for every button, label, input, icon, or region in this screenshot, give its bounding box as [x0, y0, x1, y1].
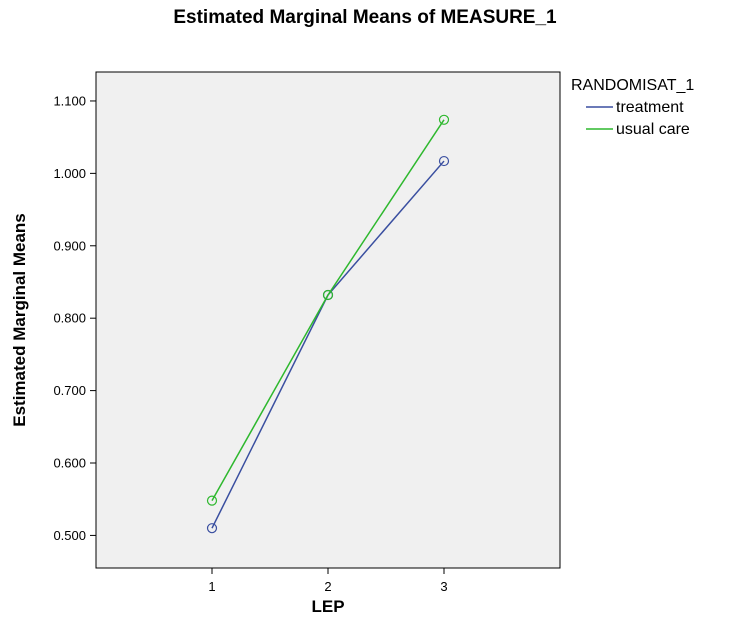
series-usual-care: [206, 114, 450, 506]
plot-area: [95, 71, 561, 569]
y-tick-label: 0.600: [53, 456, 86, 471]
legend: treatment usual care: [586, 99, 690, 138]
x-tick-label: 1: [208, 579, 215, 594]
x-axis-title: LEP: [311, 597, 344, 616]
y-tick-label: 0.700: [53, 383, 86, 398]
y-tick-label: 1.100: [53, 93, 86, 108]
data-point: [438, 114, 450, 125]
y-tick-label: 0.500: [53, 528, 86, 543]
legend-label: usual care: [616, 121, 690, 138]
y-tick-label: 0.800: [53, 311, 86, 326]
legend-label: treatment: [616, 99, 684, 116]
series-layer: [206, 114, 450, 534]
data-point: [206, 523, 218, 534]
x-tick-label: 2: [324, 579, 331, 594]
x-axis: 1 2 3: [208, 568, 448, 594]
data-point: [206, 495, 218, 506]
y-axis-title: Estimated Marginal Means: [10, 213, 29, 427]
series-line: [211, 119, 445, 502]
y-tick-label: 0.900: [53, 238, 86, 253]
data-point: [438, 155, 450, 167]
legend-title: RANDOMISAT_1: [571, 77, 694, 94]
chart-title: Estimated Marginal Means of MEASURE_1: [173, 7, 557, 28]
y-tick-label: 1.000: [53, 166, 86, 181]
y-axis: 0.500 0.600 0.700 0.800 0.900 1.000 1.100: [53, 93, 96, 543]
data-point: [322, 289, 334, 301]
x-tick-label: 3: [440, 579, 447, 594]
